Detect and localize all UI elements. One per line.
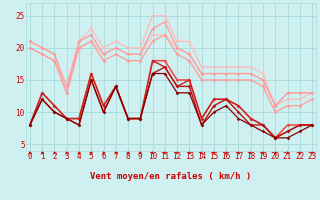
- X-axis label: Vent moyen/en rafales ( km/h ): Vent moyen/en rafales ( km/h ): [90, 172, 252, 181]
